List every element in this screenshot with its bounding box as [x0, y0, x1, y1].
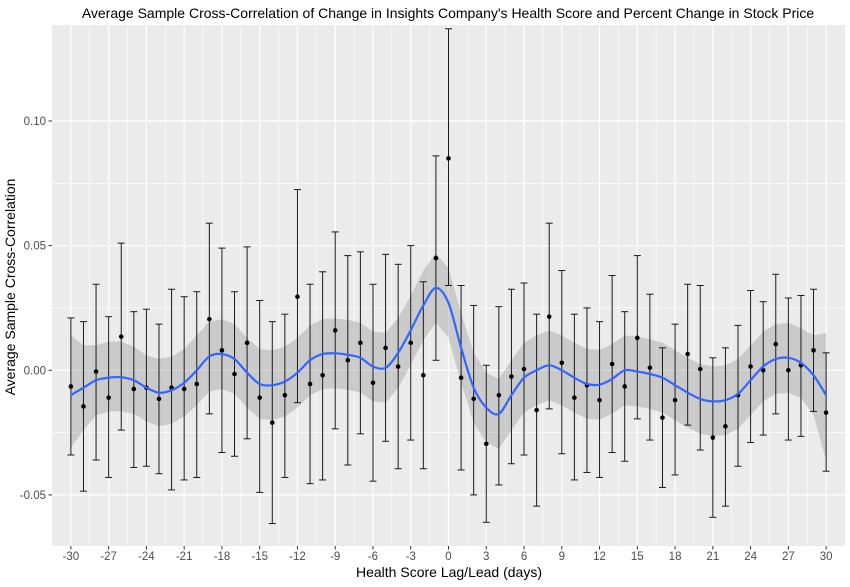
data-point — [232, 371, 237, 377]
data-point — [546, 314, 552, 319]
data-point — [685, 351, 690, 357]
data-point — [446, 156, 451, 161]
data-point — [345, 357, 351, 363]
x-tick-label: -6 — [368, 551, 378, 563]
data-point — [710, 435, 716, 440]
y-tick-label: 0.10 — [24, 116, 46, 128]
data-point — [433, 255, 439, 261]
smooth-line-layer — [70, 286, 828, 416]
x-tick-label: -12 — [289, 551, 306, 563]
data-point — [773, 341, 779, 347]
error-bar — [583, 307, 591, 473]
data-point — [131, 386, 137, 392]
data-point — [106, 395, 111, 400]
data-point — [207, 316, 212, 322]
x-tick-label: 9 — [559, 551, 565, 563]
x-tick-label: 18 — [669, 551, 682, 563]
x-tick-label: -18 — [214, 551, 231, 563]
data-point — [672, 397, 678, 403]
data-point — [697, 366, 703, 372]
data-point — [194, 381, 200, 387]
data-point — [118, 334, 124, 339]
y-tick-label: -0.05 — [20, 490, 46, 502]
data-point — [786, 367, 791, 373]
x-tick-label: -27 — [100, 551, 117, 563]
data-point — [458, 375, 464, 381]
data-point — [93, 369, 99, 374]
data-point — [509, 374, 514, 379]
data-point — [370, 380, 376, 386]
data-point — [597, 397, 602, 403]
data-point — [68, 384, 74, 389]
x-tick-label: 21 — [706, 551, 719, 563]
data-point — [760, 367, 766, 373]
data-point — [521, 366, 527, 372]
x-tick-label: 6 — [521, 551, 527, 563]
data-point — [609, 361, 615, 367]
x-axis-title: Health Score Lag/Lead (days) — [356, 564, 542, 580]
data-point — [471, 396, 476, 402]
data-point — [295, 294, 300, 300]
data-point — [358, 340, 363, 346]
data-point — [421, 372, 426, 378]
chart-title: Average Sample Cross-Correlation of Chan… — [82, 5, 815, 21]
data-point — [647, 365, 653, 371]
y-tick-label: 0.05 — [24, 241, 46, 253]
data-point — [572, 395, 577, 400]
x-tick-label: 15 — [631, 551, 644, 563]
data-point — [660, 415, 665, 420]
data-point — [282, 392, 288, 398]
data-point — [320, 372, 325, 378]
data-point — [534, 407, 539, 413]
data-point — [307, 381, 313, 387]
y-tick-label: 0.00 — [24, 365, 46, 377]
data-point — [635, 335, 640, 341]
y-axis-ticks: -0.05 0.00 0.05 0.10 — [20, 116, 52, 502]
x-axis-ticks: -30 -27 -24 -21 -18 -15 -12 -9 -6 -3 0 3 6 9 12 15 18 21 2… — [63, 546, 833, 563]
x-tick-label: 30 — [820, 551, 833, 563]
data-point — [156, 396, 162, 402]
x-tick-label: 12 — [593, 551, 606, 563]
data-point — [811, 348, 816, 353]
data-point — [244, 340, 250, 346]
data-point — [823, 410, 829, 415]
data-point — [269, 420, 275, 425]
data-point — [257, 395, 262, 400]
data-point — [408, 340, 414, 346]
data-point — [395, 364, 401, 369]
x-tick-label: -24 — [138, 551, 155, 563]
x-tick-label: 27 — [782, 551, 795, 563]
data-point — [332, 328, 338, 333]
data-point — [723, 424, 728, 429]
x-tick-label: 3 — [483, 551, 489, 563]
data-point — [559, 360, 565, 366]
data-point — [383, 345, 388, 351]
data-point — [181, 386, 187, 392]
y-axis-title: Average Sample Cross-Correlation — [2, 179, 18, 396]
data-point — [81, 404, 86, 409]
x-tick-label: -3 — [406, 551, 416, 563]
data-point — [483, 441, 489, 447]
x-tick-label: 24 — [744, 551, 757, 563]
x-tick-label: -9 — [330, 551, 340, 563]
x-tick-label: -30 — [63, 551, 80, 563]
x-tick-label: 0 — [445, 551, 451, 563]
smooth-line — [70, 286, 828, 416]
data-point — [748, 364, 753, 369]
x-tick-label: -15 — [251, 551, 268, 563]
data-point — [219, 348, 225, 353]
x-tick-label: -21 — [176, 551, 193, 563]
data-point — [622, 384, 628, 389]
data-point — [496, 392, 502, 398]
